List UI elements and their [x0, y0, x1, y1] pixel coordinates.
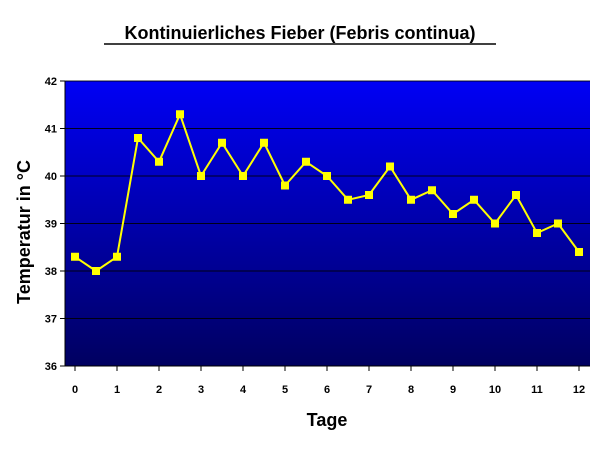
data-point-marker: [239, 172, 247, 180]
data-point-marker: [71, 252, 79, 261]
y-tick-label: 40: [45, 171, 57, 183]
data-point-marker: [575, 248, 583, 256]
data-point-marker: [365, 191, 373, 199]
data-point-marker: [323, 172, 331, 180]
data-point-marker: [113, 252, 121, 261]
data-point-marker: [386, 162, 394, 171]
data-point-marker: [218, 138, 226, 147]
series-temperature: [71, 110, 583, 275]
data-point-marker: [344, 195, 352, 204]
data-point-marker: [554, 219, 562, 228]
x-tick-label: 6: [324, 384, 330, 396]
y-tick-label: 42: [45, 76, 57, 88]
gridlines: [65, 80, 590, 319]
x-tick-label: 12: [573, 384, 585, 396]
data-point-marker: [302, 157, 310, 166]
x-tick-label: 11: [531, 384, 543, 396]
x-tick-label: 10: [489, 384, 501, 396]
data-point-marker: [449, 210, 457, 218]
y-tick-label: 36: [45, 361, 57, 373]
x-tick-label: 3: [198, 384, 204, 396]
x-axis-title: Tage: [307, 410, 348, 430]
data-point-marker: [533, 229, 541, 237]
axes: [60, 80, 590, 371]
data-point-marker: [260, 138, 268, 147]
x-tick-label: 0: [72, 384, 78, 396]
data-point-marker: [470, 195, 478, 204]
y-axis-title: Temperatur in °C: [14, 160, 34, 304]
data-point-marker: [428, 186, 436, 195]
x-tick-label: 2: [156, 384, 162, 396]
y-tick-label: 37: [45, 314, 57, 326]
x-tick-label: 7: [366, 384, 372, 396]
data-point-marker: [281, 181, 289, 190]
x-tick-label: 8: [408, 384, 414, 396]
y-tick-label: 41: [45, 124, 57, 136]
y-tick-label: 38: [45, 266, 57, 278]
data-point-marker: [407, 195, 415, 204]
y-tick-label: 39: [45, 219, 57, 231]
data-point-marker: [134, 134, 142, 142]
data-point-marker: [491, 219, 499, 228]
data-point-marker: [176, 110, 184, 119]
x-tick-label: 4: [240, 384, 247, 396]
data-point-marker: [197, 172, 205, 180]
data-point-marker: [92, 267, 100, 275]
data-point-marker: [155, 157, 163, 166]
data-point-marker: [512, 191, 520, 199]
x-tick-label: 9: [450, 384, 456, 396]
x-tick-label: 1: [114, 384, 120, 396]
chart-title: Kontinuierliches Fieber (Febris continua…: [124, 23, 475, 43]
x-tick-label: 5: [282, 384, 288, 396]
